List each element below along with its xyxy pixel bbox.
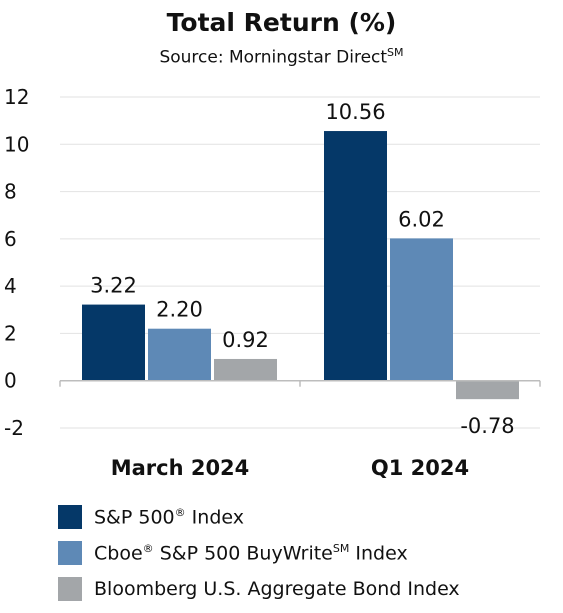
chart-title: Total Return (%) (166, 8, 397, 37)
data-label-0-1: 10.56 (325, 100, 385, 124)
y-tick-label-10: 10 (4, 132, 29, 156)
legend-swatch-buywrite (58, 541, 82, 565)
legend-label-buywrite: Cboe® S&P 500 BuyWriteSM Index (94, 541, 408, 565)
y-tick-label-2: 2 (4, 321, 17, 345)
data-label-1-0: 2.20 (156, 298, 203, 322)
legend-label-sp500: S&P 500® Index (94, 505, 244, 529)
bar-0-1 (324, 131, 387, 381)
bar-0-0 (82, 304, 145, 381)
subtitle-superscript: SM (387, 46, 404, 59)
legend-swatch-bond (58, 577, 82, 601)
category-label-1: Q1 2024 (371, 456, 469, 480)
legend-item-bond: Bloomberg U.S. Aggregate Bond Index (58, 577, 460, 601)
y-tick-label--2: -2 (4, 416, 24, 440)
legend-item-sp500: S&P 500® Index (58, 505, 244, 529)
y-tick-label-12: 12 (4, 85, 29, 109)
data-label-2-0: 0.92 (222, 328, 269, 352)
legend-item-buywrite: Cboe® S&P 500 BuyWriteSM Index (58, 541, 408, 565)
y-tick-label-0: 0 (4, 369, 17, 393)
subtitle-text: Source: Morningstar Direct (159, 47, 388, 68)
y-tick-label-4: 4 (4, 274, 17, 298)
category-label-0: March 2024 (111, 456, 250, 480)
legend-swatch-sp500 (58, 505, 82, 529)
bar-2-0 (214, 358, 277, 381)
legend-label-bond: Bloomberg U.S. Aggregate Bond Index (94, 578, 460, 600)
chart-subtitle: Source: Morningstar DirectSM (0, 46, 563, 68)
bar-2-1 (456, 380, 519, 400)
y-tick-label-6: 6 (4, 227, 17, 251)
bar-1-1 (390, 238, 453, 381)
data-label-0-0: 3.22 (90, 274, 137, 298)
data-label-2-1: -0.78 (460, 414, 514, 438)
bar-1-0 (148, 328, 211, 381)
data-label-1-1: 6.02 (398, 207, 445, 231)
y-tick-label-8: 8 (4, 180, 17, 204)
